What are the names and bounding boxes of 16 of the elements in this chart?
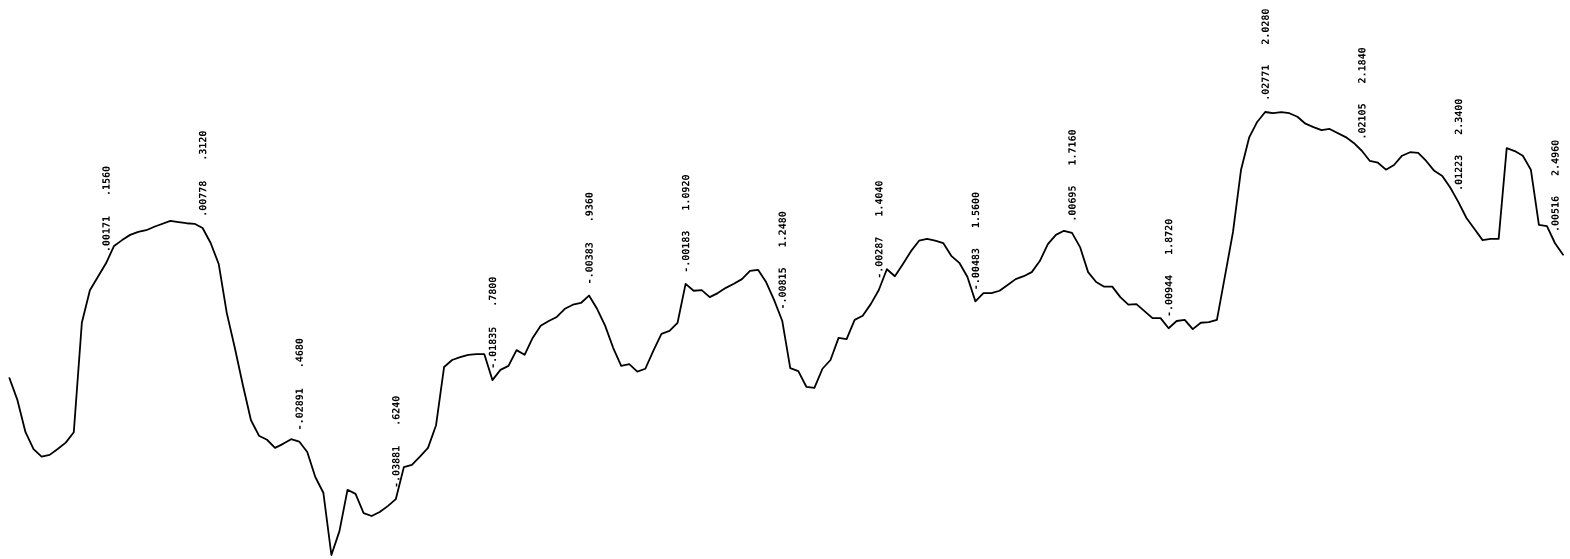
data-label: .00516 2.4960 xyxy=(1551,140,1559,230)
data-label: -.02891 .4680 xyxy=(295,338,304,429)
data-label: .00695 1.7160 xyxy=(1068,129,1076,220)
data-label: -.00815 1.2480 xyxy=(778,211,786,309)
data-label: -.01835 .7800 xyxy=(488,277,497,368)
data-label: -.00183 1.0920 xyxy=(681,175,690,272)
data-label: .02771 2.0280 xyxy=(1261,9,1269,99)
data-label: -.00944 1.8720 xyxy=(1164,219,1173,316)
data-label: .01223 2.3400 xyxy=(1454,99,1463,189)
data-label: -.00483 1.5600 xyxy=(971,192,980,289)
data-label: -.00383 .9360 xyxy=(585,192,593,283)
data-label: -.00287 1.4040 xyxy=(875,181,883,278)
data-label: -.03881 .6240 xyxy=(392,396,400,487)
data-label: .00171 .1560 xyxy=(102,166,110,250)
data-label: .02105 2.1840 xyxy=(1358,47,1366,138)
data-label: .00778 .3120 xyxy=(198,131,207,215)
